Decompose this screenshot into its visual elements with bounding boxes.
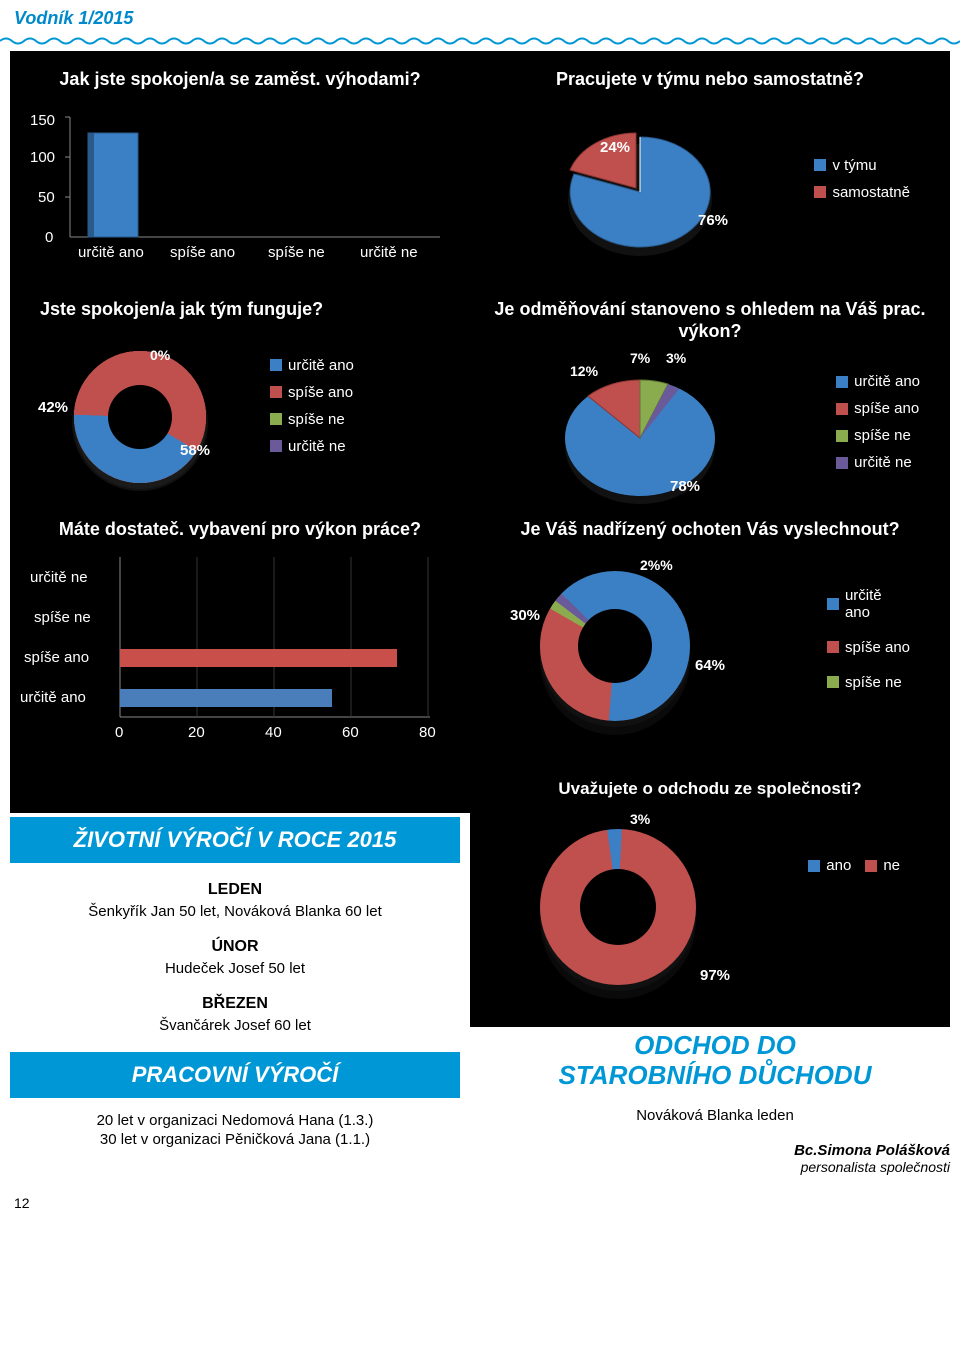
svg-text:40: 40 <box>265 724 282 741</box>
chart-hbar: Máte dostateč. vybavení pro výkon práce?… <box>10 513 470 773</box>
pct-30: 30% <box>510 607 540 624</box>
chart-donut1: Jste spokojen/a jak tým funguje? <box>10 293 470 513</box>
cat-3: určitě ne <box>360 244 418 261</box>
legend-label: určitě ano <box>854 373 920 390</box>
cat-0: určitě ano <box>78 244 144 261</box>
hcat-3: určitě ano <box>20 689 86 706</box>
cat-1: spíše ano <box>170 244 235 261</box>
signature-role: personalista společnosti <box>480 1159 950 1175</box>
legend-label: spíše ano <box>288 384 353 401</box>
work-line-2: 30 let v organizaci Pěničková Jana (1.1.… <box>10 1131 460 1148</box>
work-anniv-heading: PRACOVNÍ VÝROČÍ <box>10 1052 460 1098</box>
chart-donut3: Uvažujete o odchodu ze společnosti? <box>470 773 950 805</box>
legend-donut2: určitěano spíše ano spíše ne <box>827 587 910 691</box>
legend-label: určitě ano <box>288 357 354 374</box>
ytick-0: 0 <box>45 229 53 246</box>
legend-label: spíše ano <box>854 400 919 417</box>
mar-line: Švančárek Josef 60 let <box>10 1017 460 1034</box>
wavy-divider <box>0 36 960 46</box>
legend-pie2: určitě ano spíše ano spíše ne určitě ne <box>836 373 920 471</box>
page-number: 12 <box>0 1175 960 1221</box>
legend-donut1: určitě ano spíše ano spíše ne určitě ne <box>270 357 354 455</box>
chart-title: Pracujete v týmu nebo samostatně? <box>470 63 950 97</box>
ytick-150: 150 <box>30 112 55 129</box>
legend-label: ne <box>883 857 900 874</box>
hcat-2: spíše ano <box>24 649 89 666</box>
legend-label: v týmu <box>832 157 876 174</box>
legend-donut3: ano ne <box>808 857 900 874</box>
chart-pie1: Pracujete v týmu nebo samostatně? 24% 76… <box>470 63 950 293</box>
pct-24: 24% <box>600 139 630 156</box>
chart-title: Jak jste spokojen/a se zaměst. výhodami? <box>10 63 470 97</box>
ytick-50: 50 <box>38 189 55 206</box>
chart-title: Je odměňování stanoveno s ohledem na Váš… <box>470 293 950 348</box>
retirement-heading: ODCHOD DO STAROBNÍHO DŮCHODU <box>480 1031 950 1091</box>
hcat-0: určitě ne <box>30 569 88 586</box>
hcat-1: spíše ne <box>34 609 91 626</box>
chart-donut2: Je Váš nadřízený ochoten Vás vyslechnout… <box>470 513 950 773</box>
feb-line: Hudeček Josef 50 let <box>10 960 460 977</box>
pct-97: 97% <box>700 967 730 984</box>
work-line-1: 20 let v organizaci Nedomová Hana (1.3.) <box>10 1112 460 1129</box>
legend-label: určitě ne <box>854 454 912 471</box>
retire-h1: ODCHOD DO <box>634 1030 796 1060</box>
legend-label: spíše ne <box>854 427 911 444</box>
month-mar: BŘEZEN <box>10 995 460 1013</box>
svg-text:20: 20 <box>188 724 205 741</box>
pct-3: 3% <box>630 811 650 827</box>
svg-text:80: 80 <box>419 724 436 741</box>
legend-label: samostatně <box>832 184 910 201</box>
retire-line: Nováková Blanka leden <box>480 1107 950 1124</box>
svg-text:60: 60 <box>342 724 359 741</box>
pct-78: 78% <box>670 478 700 495</box>
svg-text:0: 0 <box>115 724 123 741</box>
signature-name: Bc.Simona Polášková <box>480 1142 950 1159</box>
dashboard: Jak jste spokojen/a se zaměst. výhodami?… <box>10 51 950 813</box>
legend-pie1: v týmu samostatně <box>814 157 910 201</box>
chart-title: Máte dostateč. vybavení pro výkon práce? <box>10 513 470 547</box>
ytick-100: 100 <box>30 149 55 166</box>
chart-pie2: Je odměňování stanoveno s ohledem na Váš… <box>470 293 950 513</box>
donut3-panel: 3% 97% ano ne <box>470 807 950 1027</box>
cat-2: spíše ne <box>268 244 325 261</box>
journal-header: Vodník 1/2015 <box>0 0 960 33</box>
chart-title: Uvažujete o odchodu ze společnosti? <box>470 773 950 805</box>
chart-title: Je Váš nadřízený ochoten Vás vyslechnout… <box>470 513 950 547</box>
month-feb: ÚNOR <box>10 938 460 956</box>
legend-label: spíše ne <box>288 411 345 428</box>
life-anniv-heading: ŽIVOTNÍ VÝROČÍ V ROCE 2015 <box>10 817 460 863</box>
jan-line: Šenkyřík Jan 50 let, Nováková Blanka 60 … <box>10 903 460 920</box>
retire-h2: STAROBNÍHO DŮCHODU <box>559 1060 872 1090</box>
left-column: ŽIVOTNÍ VÝROČÍ V ROCE 2015 LEDEN Šenkyří… <box>10 813 470 1175</box>
legend-label: určitěano <box>845 587 882 621</box>
pct-64: 64% <box>695 657 725 674</box>
pct-0: 0% <box>150 347 170 363</box>
pct-42: 42% <box>38 399 68 416</box>
legend-label: ano <box>826 857 851 874</box>
chart-bar1: Jak jste spokojen/a se zaměst. výhodami?… <box>10 63 470 293</box>
pct-12: 12% <box>570 363 598 379</box>
legend-label: určitě ne <box>288 438 346 455</box>
chart-title: Jste spokojen/a jak tým funguje? <box>10 293 470 327</box>
pct-3: 3% <box>666 350 686 366</box>
legend-label: spíše ne <box>845 674 902 691</box>
pct-76: 76% <box>698 212 728 229</box>
pct-58: 58% <box>180 442 210 459</box>
legend-label: spíše ano <box>845 639 910 656</box>
pct-7: 7% <box>630 350 650 366</box>
pct-2a: 2%% <box>640 557 673 573</box>
month-jan: LEDEN <box>10 881 460 899</box>
